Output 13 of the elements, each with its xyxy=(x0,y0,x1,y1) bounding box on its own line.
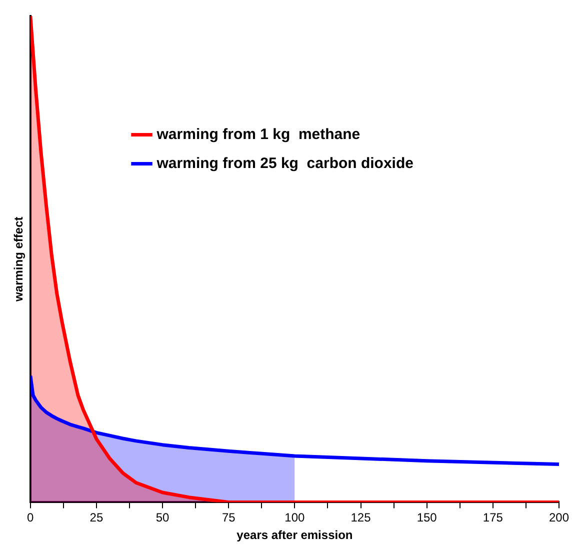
legend-label: warming from 25 kg carbon dioxide xyxy=(156,154,414,172)
x-tick-label: 25 xyxy=(90,510,104,525)
y-axis-title: warming effect xyxy=(12,216,26,302)
legend-label: warming from 1 kg methane xyxy=(156,126,360,143)
x-tick-label: 100 xyxy=(284,510,306,525)
x-tick-label: 200 xyxy=(548,510,570,525)
x-tick-label: 150 xyxy=(416,510,438,525)
x-tick-label: 50 xyxy=(156,510,170,525)
x-tick-label: 75 xyxy=(222,510,236,525)
x-tick-label: 125 xyxy=(350,510,372,525)
x-tick-label: 0 xyxy=(27,510,34,525)
x-tick-label: 175 xyxy=(482,510,504,525)
x-axis-title: years after emission xyxy=(236,528,353,542)
